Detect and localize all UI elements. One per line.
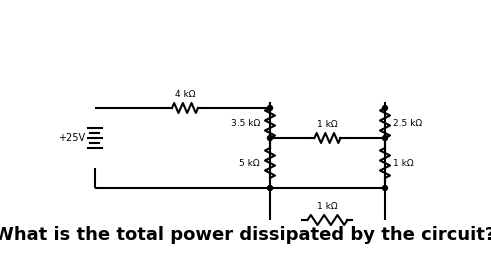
Text: 1 kΩ: 1 kΩ bbox=[317, 202, 338, 211]
Circle shape bbox=[382, 105, 387, 111]
Text: 1 kΩ: 1 kΩ bbox=[317, 120, 338, 129]
Text: 3.5 kΩ: 3.5 kΩ bbox=[231, 119, 260, 127]
Circle shape bbox=[382, 186, 387, 190]
Text: +25V: +25V bbox=[58, 133, 85, 143]
Circle shape bbox=[382, 135, 387, 141]
Text: 5 kΩ: 5 kΩ bbox=[240, 158, 260, 167]
Text: What is the total power dissipated by the circuit?: What is the total power dissipated by th… bbox=[0, 226, 491, 244]
Circle shape bbox=[268, 105, 273, 111]
Circle shape bbox=[268, 135, 273, 141]
Text: 1 kΩ: 1 kΩ bbox=[393, 158, 413, 167]
Text: 4 kΩ: 4 kΩ bbox=[175, 90, 195, 99]
Text: 2.5 kΩ: 2.5 kΩ bbox=[393, 119, 422, 127]
Circle shape bbox=[268, 186, 273, 190]
